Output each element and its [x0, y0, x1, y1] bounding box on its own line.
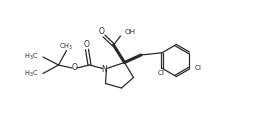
Text: O: O — [84, 40, 90, 49]
Text: OH: OH — [125, 30, 136, 36]
Text: Cl: Cl — [194, 65, 202, 71]
Text: H$_3$C: H$_3$C — [24, 69, 38, 79]
Text: H$_3$C: H$_3$C — [24, 51, 38, 62]
Text: N: N — [101, 64, 107, 74]
Text: Cl: Cl — [158, 70, 165, 76]
Text: O: O — [72, 64, 77, 72]
Text: CH$_3$: CH$_3$ — [59, 41, 74, 52]
Text: O: O — [99, 28, 105, 36]
